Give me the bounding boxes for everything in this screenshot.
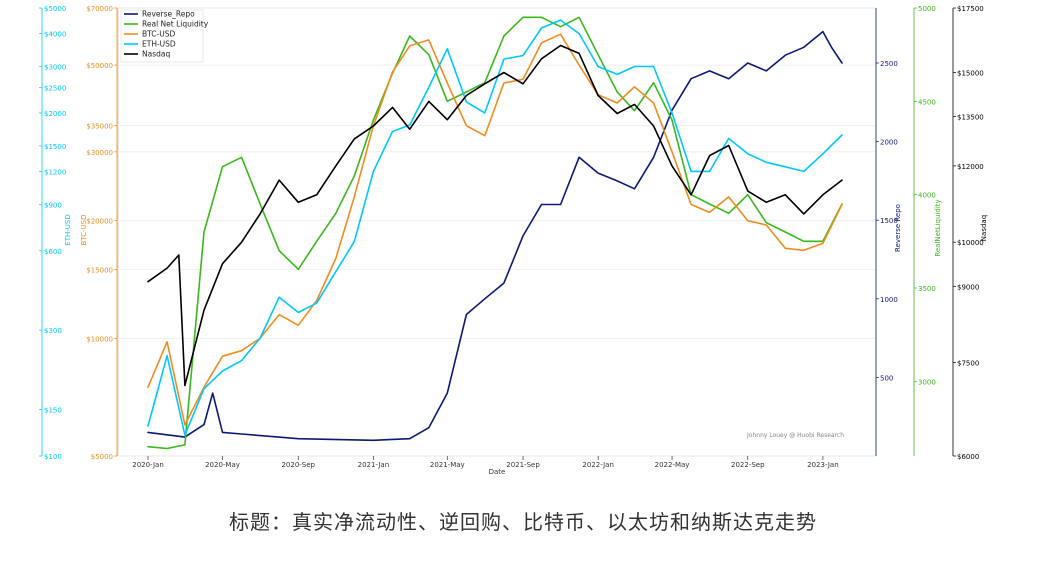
rrp-tick-label: 2000 (880, 139, 898, 147)
rrp-tick-label: 1500 (880, 217, 898, 225)
eth-tick-label: $600 (44, 248, 62, 256)
rrp-tick-label: 1000 (880, 296, 898, 304)
rnl-tick-label: 5000 (918, 5, 936, 13)
btc-axis-label: BTC-USD (80, 214, 88, 245)
legend-label: Nasdaq (142, 50, 170, 59)
x-tick-label: 2022-Sep (731, 461, 765, 469)
legend-label: BTC-USD (142, 30, 175, 39)
plot-area (117, 7, 877, 457)
rrp-tick-label: 2500 (880, 60, 898, 68)
eth-tick-label: $5000 (44, 5, 66, 13)
ndq-tick-label: $9000 (957, 283, 979, 291)
series-line-btc-usd (147, 33, 843, 426)
x-tick-label: 2021-Jan (358, 461, 390, 469)
eth-tick-label: $150 (44, 407, 62, 415)
legend-label: Reverse_Repo (142, 10, 195, 19)
rnl-axis-label: RealNetLiquidity (934, 199, 942, 256)
rrp-tick-label: 500 (880, 374, 893, 382)
eth-tick-label: $2000 (44, 110, 66, 118)
x-tick-label: 2020-May (205, 461, 240, 469)
grid (118, 7, 876, 457)
eth-tick-label: $900 (44, 201, 62, 209)
x-tick-label: 2021-Sep (506, 461, 540, 469)
ndq-axis-label: Nasdaq (980, 215, 988, 241)
btc-tick-label: $10000 (86, 335, 113, 343)
ndq-tick-label: $17500 (957, 5, 984, 13)
x-tick-label: 2020-Sep (281, 461, 315, 469)
rnl-tick-label: 4000 (918, 192, 936, 200)
x-axis-label: Date (489, 468, 506, 476)
ndq-tick-label: $12000 (957, 163, 984, 171)
ndq-tick-label: $10000 (957, 239, 984, 247)
btc-tick-label: $20000 (86, 218, 113, 226)
eth-tick-label: $1200 (44, 168, 66, 176)
rnl-tick-label: 3000 (918, 378, 936, 386)
ndq-tick-label: $7500 (957, 360, 979, 368)
rnl-tick-label: 4500 (918, 98, 936, 106)
eth-axis-label: ETH-USD (64, 214, 72, 245)
eth-tick-label: $3000 (44, 63, 66, 71)
x-tick-label: 2021-May (430, 461, 465, 469)
legend-label: ETH-USD (142, 40, 176, 49)
rrp-axis-label: Reverse Repo (894, 204, 902, 252)
series-lines (147, 16, 843, 450)
chart: 2020-Jan 2020-May 2020-Sep 2021-Jan 2021-May… (39, 5, 988, 476)
eth-tick-label: $2500 (44, 84, 66, 92)
btc-tick-label: $70000 (86, 5, 113, 13)
eth-tick-label: $4000 (44, 31, 66, 39)
x-tick-label: 2020-Jan (132, 461, 164, 469)
legend-label: Real Net Liquidity (142, 20, 209, 29)
btc-tick-label: $15000 (86, 267, 113, 275)
series-line-eth-usd (147, 19, 843, 436)
btc-tick-label: $5000 (91, 453, 113, 461)
btc-tick-label: $35000 (86, 123, 113, 131)
caption-title: 标题：真实净流动性、逆回购、比特币、以太坊和纳斯达克走势 (229, 510, 817, 534)
btc-tick-label: $50000 (86, 62, 113, 70)
rnl-tick-label: 3500 (918, 285, 936, 293)
series-line-reverse-repo (147, 30, 843, 442)
series-line-nasdaq (147, 44, 843, 387)
x-tick-label: 2022-May (655, 461, 690, 469)
watermark: Johnny Louey @ Huobi Research (746, 432, 844, 439)
ndq-tick-label: $15000 (957, 70, 984, 78)
axes: 2020-Jan 2020-May 2020-Sep 2021-Jan 2021-May… (39, 5, 988, 469)
x-tick-label: 2023-Jan (807, 461, 839, 469)
eth-tick-label: $1500 (44, 143, 66, 151)
ndq-tick-label: $6000 (957, 453, 979, 461)
ndq-tick-label: $13500 (957, 114, 984, 122)
eth-tick-label: $100 (44, 453, 62, 461)
btc-tick-label: $30000 (86, 149, 113, 157)
series-line-real-net-liquidity (147, 16, 843, 450)
x-tick-label: 2022-Jan (582, 461, 614, 469)
eth-tick-label: $300 (44, 327, 62, 335)
